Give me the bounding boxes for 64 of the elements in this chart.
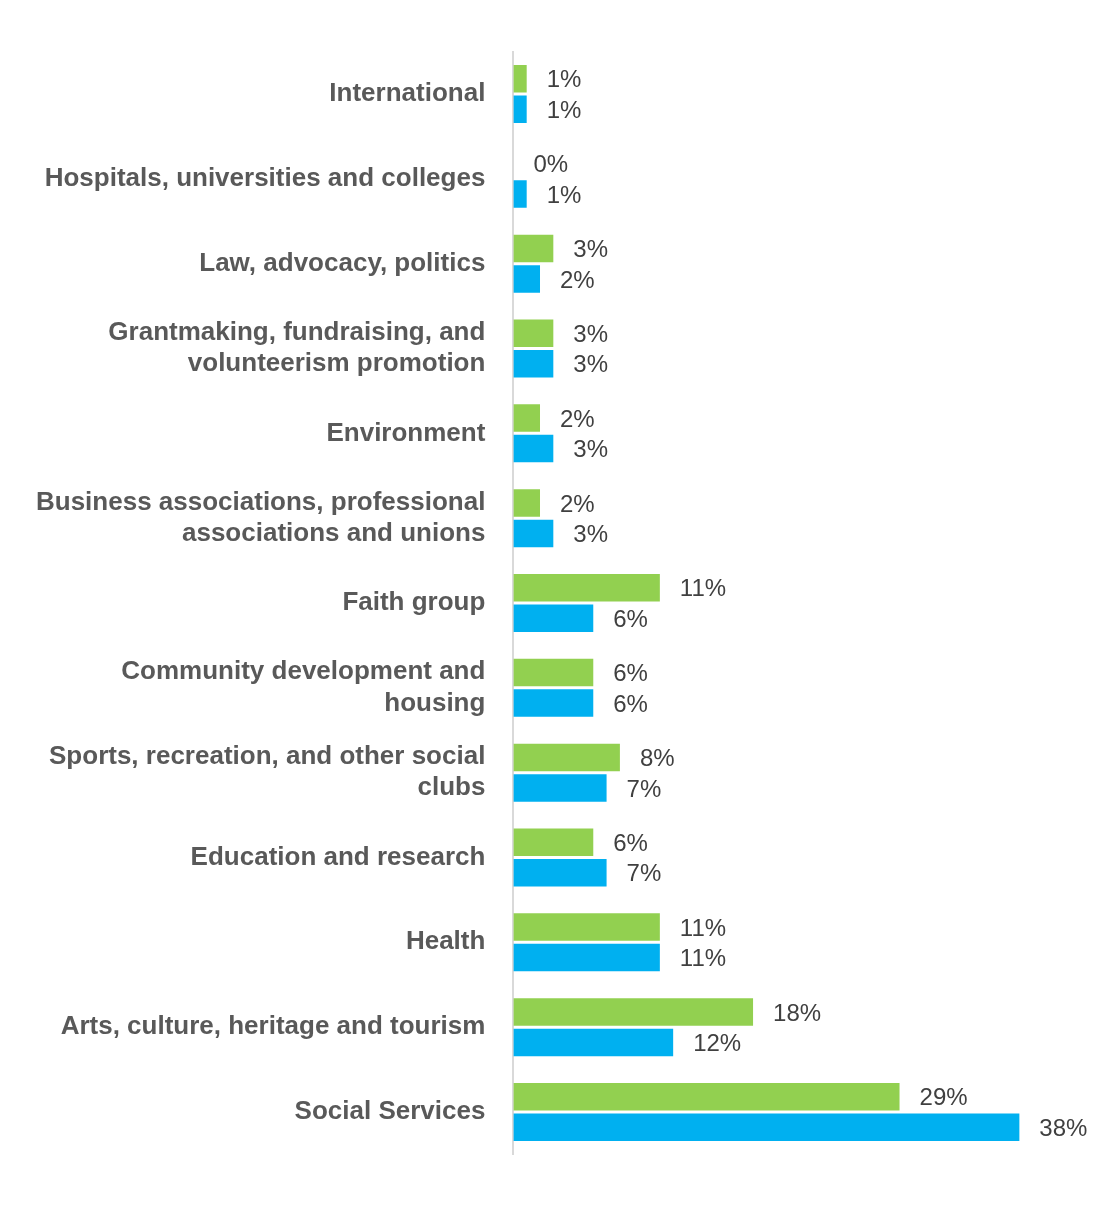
y-tick-label: Environment xyxy=(326,416,486,447)
y-tick-label: Law, advocacy, politics xyxy=(199,246,486,277)
bar xyxy=(513,913,660,941)
data-label: 8% xyxy=(639,744,675,772)
data-label: 1% xyxy=(546,180,582,208)
data-label: 7% xyxy=(626,859,662,887)
y-tick-label: Social Services xyxy=(294,1095,486,1126)
bar xyxy=(513,859,607,887)
data-label: 3% xyxy=(573,350,609,378)
bar xyxy=(513,998,754,1026)
bar xyxy=(513,743,620,772)
bar xyxy=(513,604,594,633)
data-label: 2% xyxy=(560,265,595,293)
data-label: 11% xyxy=(679,944,727,972)
y-tick-label: Health xyxy=(405,925,486,956)
bar xyxy=(513,434,554,463)
bar xyxy=(513,519,554,548)
data-label: 38% xyxy=(1039,1113,1088,1141)
data-label: 2% xyxy=(560,489,595,517)
data-label: 1% xyxy=(546,65,582,93)
bar xyxy=(513,573,660,602)
data-label: 6% xyxy=(613,659,648,687)
y-tick-label: International xyxy=(329,77,486,108)
data-label: 0% xyxy=(533,150,569,178)
bar xyxy=(513,95,527,124)
data-label: 29% xyxy=(919,1083,968,1111)
bar xyxy=(513,489,541,517)
bar xyxy=(513,180,527,208)
data-label: 18% xyxy=(773,998,822,1026)
y-tick-label: Education and research xyxy=(190,840,486,871)
data-label: 3% xyxy=(573,435,609,463)
data-label: 3% xyxy=(573,319,609,347)
data-label: 12% xyxy=(693,1029,742,1057)
data-label: 3% xyxy=(573,520,609,548)
data-label: 1% xyxy=(546,95,582,123)
data-label: 11% xyxy=(679,913,727,941)
bar xyxy=(513,828,594,856)
data-label: 6% xyxy=(613,828,648,856)
bar xyxy=(513,1113,1020,1141)
bar xyxy=(513,658,594,687)
y-tick-label: Business associations, professional associations and unions xyxy=(35,485,486,547)
y-tick-label: Community development and housing xyxy=(121,655,486,717)
y-tick-label: Grantmaking, fundraising, and volunteerism promotion xyxy=(108,316,486,378)
bar xyxy=(513,943,660,972)
data-label: 2% xyxy=(560,404,595,432)
bar xyxy=(513,65,527,93)
y-tick-label: Faith group xyxy=(342,586,486,617)
bar xyxy=(513,350,554,378)
data-label: 3% xyxy=(573,235,609,263)
y-tick-label: Sports, recreation, and other social clubs xyxy=(49,740,486,802)
bar xyxy=(513,404,541,432)
bar xyxy=(513,1028,674,1057)
data-label: 6% xyxy=(613,604,648,632)
bar xyxy=(513,689,594,717)
bar xyxy=(513,265,541,293)
bar xyxy=(513,774,607,802)
data-label: 6% xyxy=(613,689,648,717)
y-tick-label: Hospitals, universities and colleges xyxy=(44,162,486,193)
data-label: 11% xyxy=(679,574,727,602)
bar xyxy=(513,234,554,263)
y-tick-label: Arts, culture, heritage and tourism xyxy=(60,1010,486,1041)
bar xyxy=(513,319,554,347)
data-label: 7% xyxy=(626,774,662,802)
bar xyxy=(513,1082,900,1111)
